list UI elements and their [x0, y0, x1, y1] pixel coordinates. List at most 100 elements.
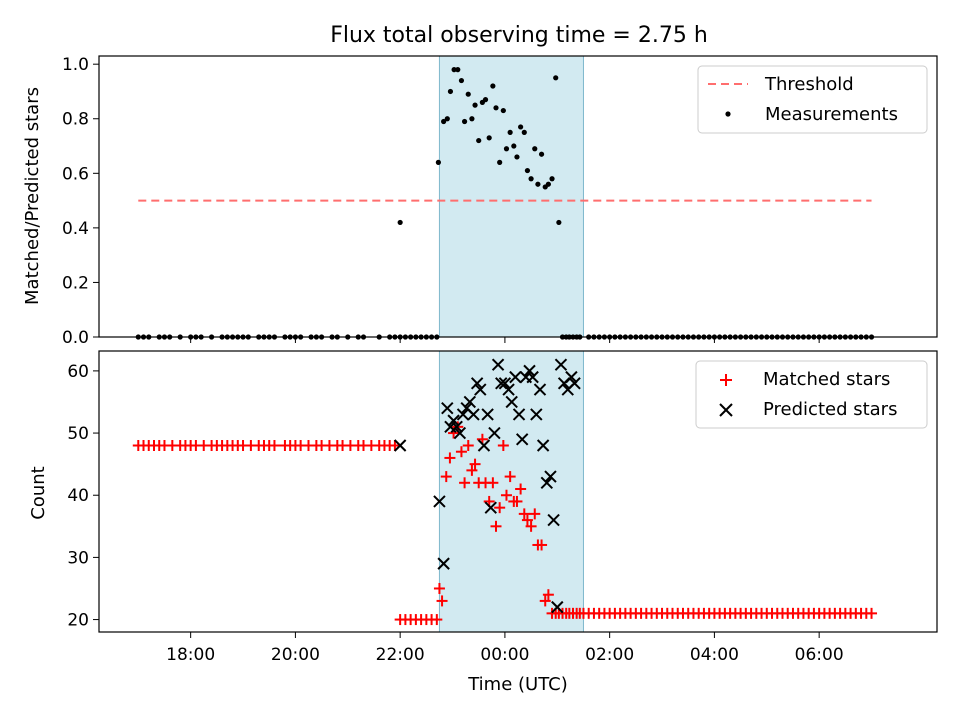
measurement-point — [435, 159, 441, 165]
count-legend: Matched stars Predicted stars — [695, 360, 928, 429]
ratio-legend: Threshold Measurements — [697, 65, 928, 134]
predicted-point — [437, 557, 450, 570]
measurement-point — [476, 137, 482, 144]
matched-point — [431, 614, 443, 626]
y-tick-label: 50 — [67, 424, 89, 444]
predicted-point — [470, 377, 484, 390]
measurement-point — [465, 91, 471, 97]
legend-matched-swatch — [720, 374, 732, 386]
measurement-point — [444, 116, 450, 122]
matched-point — [268, 439, 280, 451]
predicted-point — [453, 426, 467, 440]
measurement-point — [500, 107, 506, 114]
matched-point — [504, 471, 516, 483]
predicted-point — [523, 364, 536, 378]
x-axis-label: Time (UTC) — [467, 674, 568, 695]
count-axis-ticks: 20 30 40 50 60 18:00 20:00 22:00 00:00 02:00 04:00… — [67, 362, 843, 665]
y-tick-label: 0.0 — [62, 328, 89, 348]
predicted-point — [547, 513, 560, 527]
legend-predicted-swatch — [719, 403, 733, 417]
legend-measurements-swatch — [725, 111, 731, 117]
measurement-point — [441, 118, 447, 125]
matched-point — [536, 539, 548, 551]
matched-point — [529, 508, 541, 520]
ratio-legend-box — [697, 65, 928, 134]
measurement-point — [521, 129, 527, 135]
predicted-point — [474, 383, 487, 396]
measurement-point — [528, 176, 534, 182]
measurement-point — [553, 75, 559, 81]
measurement-point — [538, 151, 545, 157]
predicted-point — [393, 439, 407, 452]
measurement-point — [511, 143, 517, 149]
ratio-axis-ticks: 0.0 0.2 0.4 0.6 0.8 1.0 — [62, 55, 820, 348]
predicted-point — [498, 377, 512, 390]
measurement-point — [556, 219, 562, 226]
matched-point — [866, 607, 878, 619]
predicted-point — [554, 358, 568, 371]
predicted-point — [441, 401, 454, 415]
measurement-point — [507, 129, 513, 135]
matched-point — [389, 439, 401, 451]
x-tick-label: 20:00 — [271, 645, 320, 665]
y-tick-label: 0.4 — [62, 219, 89, 239]
measurement-point — [545, 181, 551, 187]
x-tick-label: 18:00 — [166, 645, 215, 665]
measurement-point — [497, 159, 503, 165]
measurement-point — [493, 105, 499, 111]
predicted-point — [536, 439, 550, 452]
matched-point — [515, 483, 527, 495]
predicted-point — [477, 439, 491, 452]
matched-point — [469, 458, 481, 470]
y-tick-label: 20 — [67, 611, 89, 631]
measurement-point — [397, 219, 403, 226]
predicted-point — [551, 600, 564, 614]
x-tick-label: 04:00 — [690, 645, 739, 665]
predicted-point — [512, 408, 526, 421]
predicted-point — [467, 408, 480, 421]
predicted-point — [456, 408, 470, 421]
predicted-point — [533, 383, 547, 396]
measurement-point — [490, 83, 496, 89]
predicted-point — [568, 377, 581, 390]
matched-point — [455, 446, 467, 458]
predicted-point — [530, 408, 543, 421]
count-panel: 20 30 40 50 60 18:00 20:00 22:00 00:00 02:00 04:00… — [28, 350, 938, 665]
matched-point — [500, 489, 512, 501]
measurement-point — [518, 124, 524, 130]
measurement-point — [535, 181, 541, 187]
matched-point — [490, 520, 502, 532]
matched-point — [539, 595, 551, 607]
legend-threshold-label: Threshold — [764, 74, 854, 95]
matched-point — [462, 439, 474, 451]
y-tick-label: 0.6 — [62, 164, 89, 184]
count-legend-box — [695, 360, 928, 429]
predicted-point — [526, 370, 539, 384]
count-marks — [132, 358, 878, 626]
y-tick-label: 1.0 — [62, 55, 89, 75]
ratio-panel: 0.0 0.2 0.4 0.6 0.8 1.0 Matched/Predicted sta… — [22, 55, 938, 348]
matched-point — [494, 502, 506, 514]
ratio-y-axis-label: Matched/Predicted stars — [22, 87, 43, 305]
ratio-highlight-span — [438, 55, 584, 338]
y-tick-label: 0.8 — [62, 110, 89, 130]
matched-point — [444, 452, 456, 464]
predicted-point — [491, 358, 505, 371]
predicted-point — [515, 433, 529, 446]
measurement-point — [503, 146, 510, 152]
predicted-point — [433, 495, 446, 508]
matched-point — [487, 477, 499, 489]
matched-point — [459, 477, 471, 489]
matched-point — [433, 582, 445, 594]
predicted-point — [505, 395, 518, 409]
predicted-point — [450, 420, 463, 434]
measurement-point — [455, 67, 461, 73]
count-highlight-span — [438, 350, 584, 633]
matched-point — [436, 595, 448, 607]
predicted-point — [509, 370, 522, 384]
measurement-point — [532, 146, 538, 152]
x-tick-label: 06:00 — [795, 645, 844, 665]
matched-point — [511, 495, 523, 507]
matched-point — [518, 508, 530, 520]
count-y-axis-label: Count — [28, 466, 49, 519]
